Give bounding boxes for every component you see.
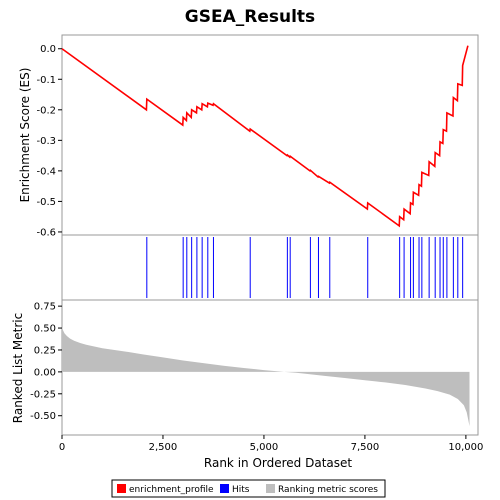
metric-y-axis-label: Ranked List Metric <box>11 313 25 423</box>
metric-y-tick-label: 0.25 <box>34 345 56 356</box>
es-y-axis-label: Enrichment Score (ES) <box>18 68 32 203</box>
es-y-tick-label: -0.2 <box>36 105 56 116</box>
metric-y-tick-label: 0.50 <box>34 324 56 335</box>
es-y-tick-label: -0.6 <box>36 227 56 238</box>
hits-panel <box>61 234 479 301</box>
es-y-tick-label: -0.4 <box>36 166 56 177</box>
metric-y-tick-label: 0.75 <box>34 302 56 313</box>
es-y-tick-label: -0.1 <box>36 75 56 86</box>
hits-panel-frame <box>61 234 479 301</box>
metric-panel: 0.75 0.50 0.25 0.00 -0.25 -0.50 0 2,500 5,000 7,… <box>11 299 483 470</box>
legend: enrichment_profile Hits Ranking metric s… <box>111 479 386 498</box>
es-y-tick-label: -0.3 <box>36 136 56 147</box>
legend-label-hits: Hits <box>232 485 250 495</box>
metric-x-ticks: 0 2,500 5,000 7,500 10,000 <box>59 435 483 453</box>
es-panel-frame <box>61 34 479 236</box>
enrichment-profile-line <box>61 45 469 228</box>
x-axis-label: Rank in Ordered Dataset <box>204 456 352 470</box>
metric-y-tick-label: -0.50 <box>30 411 56 422</box>
legend-swatch-enrichment-profile <box>117 484 126 493</box>
hit-lines-group <box>146 237 464 298</box>
legend-box <box>111 479 386 498</box>
x-tick-label: 0 <box>59 442 65 453</box>
chart-title: GSEA_Results <box>185 7 315 27</box>
legend-swatch-ranking-metric <box>266 484 275 493</box>
es-y-tick-label: -0.5 <box>36 197 56 208</box>
x-tick-label: 7,500 <box>351 442 380 453</box>
es-y-tick-label: 0.0 <box>40 44 56 55</box>
enrichment-profile-line-group <box>61 45 469 228</box>
ranking-metric-area <box>62 326 470 427</box>
x-tick-label: 5,000 <box>250 442 279 453</box>
x-tick-label: 2,500 <box>149 442 178 453</box>
legend-label-ranking-metric: Ranking metric scores <box>278 485 378 495</box>
metric-y-tick-label: 0.00 <box>34 367 56 378</box>
x-tick-label: 10,000 <box>448 442 483 453</box>
metric-y-tick-label: -0.25 <box>30 389 56 400</box>
legend-swatch-hits <box>220 484 229 493</box>
metric-y-ticks: 0.75 0.50 0.25 0.00 -0.25 -0.50 <box>30 302 62 422</box>
legend-label-enrichment-profile: enrichment_profile <box>129 485 214 495</box>
ranking-metric-area-group <box>62 326 470 427</box>
es-y-ticks: 0.0 -0.1 -0.2 -0.3 -0.4 -0.5 -0.6 <box>36 44 62 238</box>
es-panel: 0.0 -0.1 -0.2 -0.3 -0.4 -0.5 -0.6 Enrichment S… <box>18 34 479 238</box>
